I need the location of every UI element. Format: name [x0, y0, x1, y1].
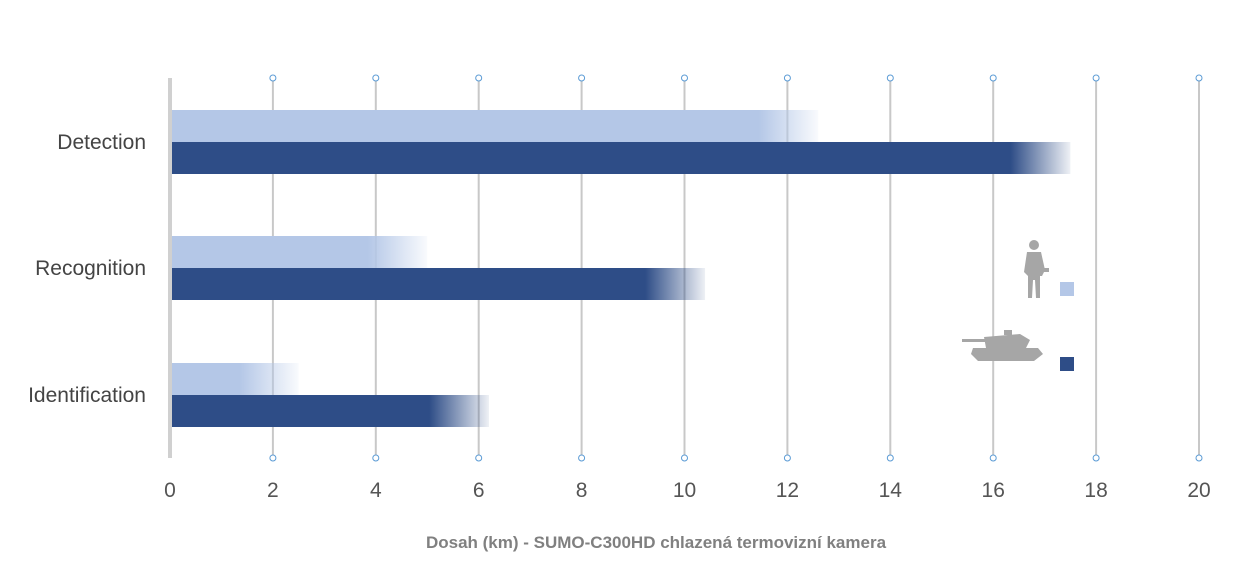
x-tick-label: 20 — [1187, 479, 1210, 502]
bar-detection-series-1 — [172, 110, 819, 142]
x-tick-label: 12 — [776, 479, 799, 502]
gridline-marker — [783, 454, 791, 462]
bar-detection-series-2 — [172, 142, 1071, 174]
bar-recognition-series-1 — [172, 236, 428, 268]
legend — [962, 240, 1074, 371]
bars — [172, 110, 1071, 427]
category-label: Identification — [28, 384, 146, 407]
x-tick-labels: 0 2 4 6 8 10 12 14 16 18 20 — [164, 479, 1211, 502]
bar-identification-series-1 — [172, 363, 299, 395]
x-tick-label: 16 — [982, 479, 1005, 502]
bar-recognition-series-2 — [172, 268, 706, 300]
gridline-marker — [269, 74, 277, 82]
gridline-marker — [783, 74, 791, 82]
x-tick-label: 0 — [164, 479, 176, 502]
legend-swatch-series-2 — [1060, 357, 1074, 371]
category-label: Recognition — [35, 257, 146, 280]
gridline-marker — [1195, 74, 1203, 82]
category-label: Detection — [57, 131, 146, 154]
gridline-marker — [886, 454, 894, 462]
soldier-silhouette-icon — [1024, 240, 1049, 298]
x-tick-label: 14 — [879, 479, 903, 502]
category-labels: Detection Recognition Identification — [28, 131, 146, 407]
gridline-marker — [269, 454, 277, 462]
gridline-marker — [372, 74, 380, 82]
gridline-marker — [1195, 454, 1203, 462]
gridline-marker — [681, 74, 688, 82]
gridline-marker — [1092, 74, 1100, 82]
gridline-marker — [989, 74, 997, 82]
x-tick-label: 8 — [576, 479, 588, 502]
x-axis-label: Dosah (km) - SUMO-C300HD chlazená termov… — [426, 533, 887, 552]
x-tick-label: 2 — [267, 479, 279, 502]
x-tick-label: 10 — [673, 479, 696, 502]
gridline-marker — [1092, 454, 1100, 462]
gridline-marker — [578, 74, 586, 82]
gridline-marker — [989, 454, 997, 462]
gridline-marker — [475, 74, 483, 82]
gridline-marker — [372, 454, 380, 462]
gridline-marker — [578, 454, 586, 462]
x-tick-label: 4 — [370, 479, 382, 502]
gridline-marker — [886, 74, 894, 82]
gridline-marker — [475, 454, 483, 462]
x-tick-label: 6 — [473, 479, 485, 502]
gridline-marker — [681, 454, 688, 462]
bar-identification-series-2 — [172, 395, 489, 427]
x-tick-label: 18 — [1084, 479, 1107, 502]
tank-silhouette-icon — [962, 330, 1043, 361]
legend-swatch-series-1 — [1060, 282, 1074, 296]
